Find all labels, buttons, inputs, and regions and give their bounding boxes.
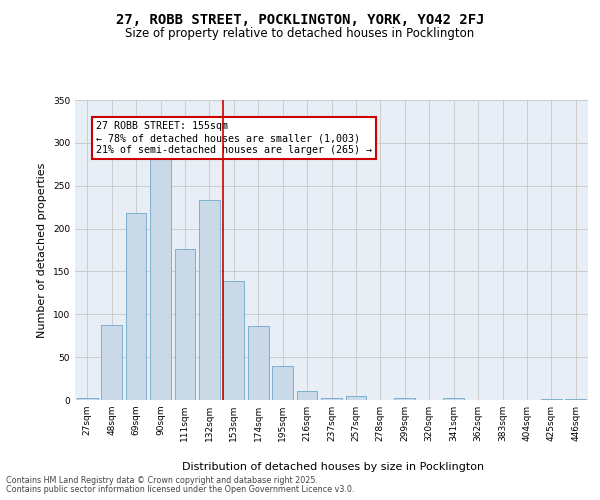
Y-axis label: Number of detached properties: Number of detached properties [37,162,47,338]
Bar [77,398,98,400]
Bar [199,200,220,400]
Text: Distribution of detached houses by size in Pocklington: Distribution of detached houses by size … [182,462,484,472]
Bar [223,281,244,400]
Bar [565,399,586,400]
Bar [321,398,342,400]
Bar [150,156,171,400]
Text: Contains public sector information licensed under the Open Government Licence v3: Contains public sector information licen… [6,485,355,494]
Bar [296,390,317,400]
Bar [346,396,367,400]
Bar [175,249,196,400]
Bar [541,399,562,400]
Bar [101,326,122,400]
Text: 27, ROBB STREET, POCKLINGTON, YORK, YO42 2FJ: 27, ROBB STREET, POCKLINGTON, YORK, YO42… [116,12,484,26]
Bar [248,326,269,400]
Bar [394,398,415,400]
Text: Contains HM Land Registry data © Crown copyright and database right 2025.: Contains HM Land Registry data © Crown c… [6,476,318,485]
Text: Size of property relative to detached houses in Pocklington: Size of property relative to detached ho… [125,28,475,40]
Bar [443,398,464,400]
Bar [272,366,293,400]
Bar [125,213,146,400]
Text: 27 ROBB STREET: 155sqm
← 78% of detached houses are smaller (1,003)
21% of semi-: 27 ROBB STREET: 155sqm ← 78% of detached… [96,122,372,154]
